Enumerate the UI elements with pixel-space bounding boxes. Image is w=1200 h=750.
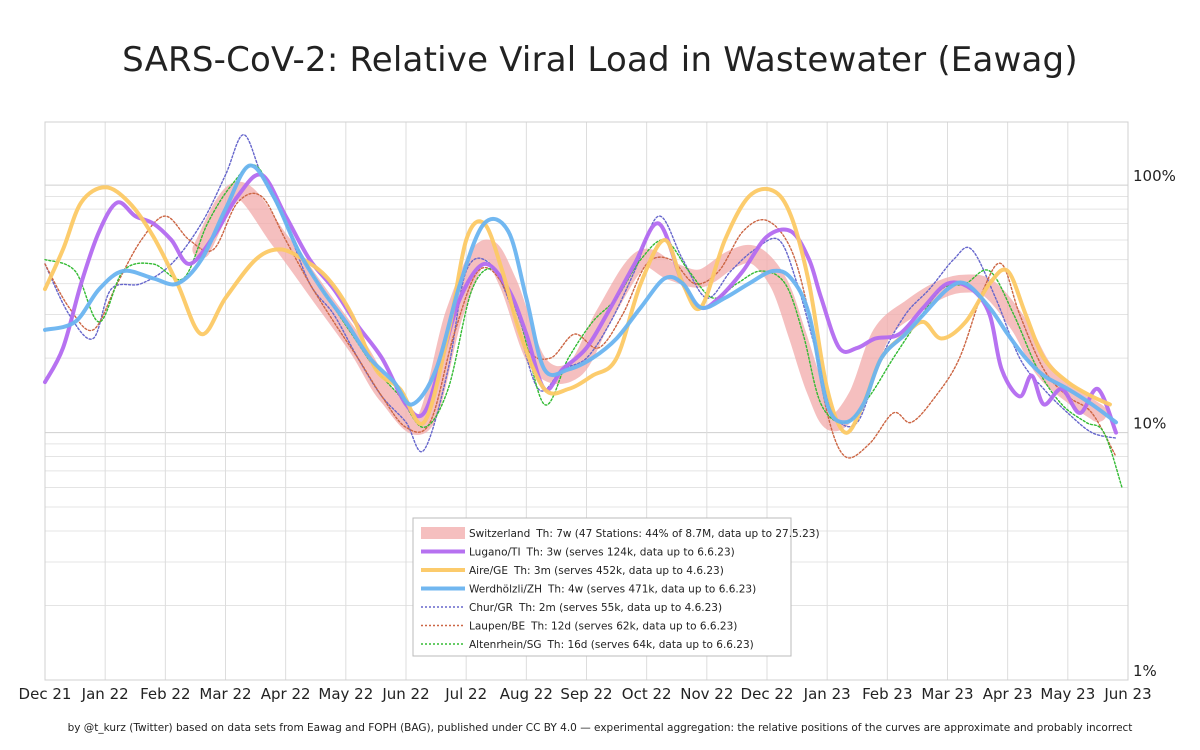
- x-tick-label: Sep 22: [560, 685, 612, 703]
- chart-title: SARS-CoV-2: Relative Viral Load in Waste…: [122, 40, 1078, 80]
- legend-detail: Th: 3w (serves 124k, data up to 6.6.23): [526, 547, 735, 559]
- legend-box: [412, 517, 792, 657]
- legend-label: Chur/GR: [469, 602, 513, 614]
- legend-label: Altenrhein/SG: [469, 639, 542, 651]
- x-tick-label: Feb 22: [140, 685, 190, 703]
- legend-label: Werdhölzli/ZH: [469, 584, 542, 596]
- legend-label: Laupen/BE: [469, 621, 525, 633]
- x-tick-label: Jan 23: [803, 685, 851, 703]
- x-tick-label: Mar 22: [199, 685, 251, 703]
- legend: Switzerland Th: 7w (47 Stations: 44% of 8…: [412, 517, 820, 657]
- series-line-laupen-be: [44, 192, 1117, 459]
- x-tick-label: Oct 22: [622, 685, 672, 703]
- x-tick-label: Jul 22: [444, 685, 487, 703]
- legend-label: Lugano/TI: [469, 547, 521, 559]
- legend-detail: Th: 4w (serves 471k, data up to 6.6.23): [547, 584, 756, 596]
- series-line-werdh-lzli-zh: [43, 163, 1118, 425]
- series-layer: [43, 134, 1123, 489]
- x-tick-label: Jun 22: [381, 685, 429, 703]
- legend-detail: Th: 16d (serves 64k, data up to 6.6.23): [547, 639, 754, 651]
- x-tick-label: Aug 22: [500, 685, 553, 703]
- x-tick-label: Feb 23: [862, 685, 912, 703]
- x-axis: Dec 21 Jan 22 Feb 22 Mar 22 Apr 22 May 22 Jun …: [19, 685, 1152, 703]
- x-tick-label: Jun 23: [1103, 685, 1151, 703]
- legend-detail: Th: 12d (serves 62k, data up to 6.6.23): [530, 621, 737, 633]
- x-tick-label: Dec 22: [741, 685, 794, 703]
- legend-detail: Th: 7w (47 Stations: 44% of 8.7M, data u…: [535, 528, 819, 540]
- x-tick-label: May 23: [1040, 685, 1095, 703]
- x-tick-label: Jan 22: [81, 685, 129, 703]
- y-tick-label: 100%: [1133, 167, 1176, 185]
- legend-label: Switzerland: [469, 528, 530, 540]
- footer-credit: by @t_kurz (Twitter) based on data sets …: [67, 722, 1133, 734]
- x-tick-label: Apr 23: [983, 685, 1033, 703]
- x-tick-label: Dec 21: [19, 685, 72, 703]
- legend-detail: Th: 2m (serves 55k, data up to 4.6.23): [518, 602, 722, 614]
- x-tick-label: Nov 22: [680, 685, 733, 703]
- series-line-aire-ge: [43, 185, 1112, 435]
- plot-frame: [44, 121, 1129, 681]
- legend-detail: Th: 3m (serves 452k, data up to 4.6.23): [513, 565, 724, 577]
- series-line-lugano-ti: [43, 172, 1118, 435]
- x-tick-label: Apr 22: [261, 685, 311, 703]
- series-line-chur-gr: [44, 134, 1117, 453]
- legend-label: Aire/GE: [469, 565, 508, 577]
- y-axis: 100% 10% 1%: [1133, 167, 1176, 680]
- x-tick-label: May 22: [318, 685, 373, 703]
- x-tick-label: Mar 23: [921, 685, 973, 703]
- y-tick-label: 1%: [1133, 662, 1157, 680]
- y-tick-label: 10%: [1133, 415, 1166, 433]
